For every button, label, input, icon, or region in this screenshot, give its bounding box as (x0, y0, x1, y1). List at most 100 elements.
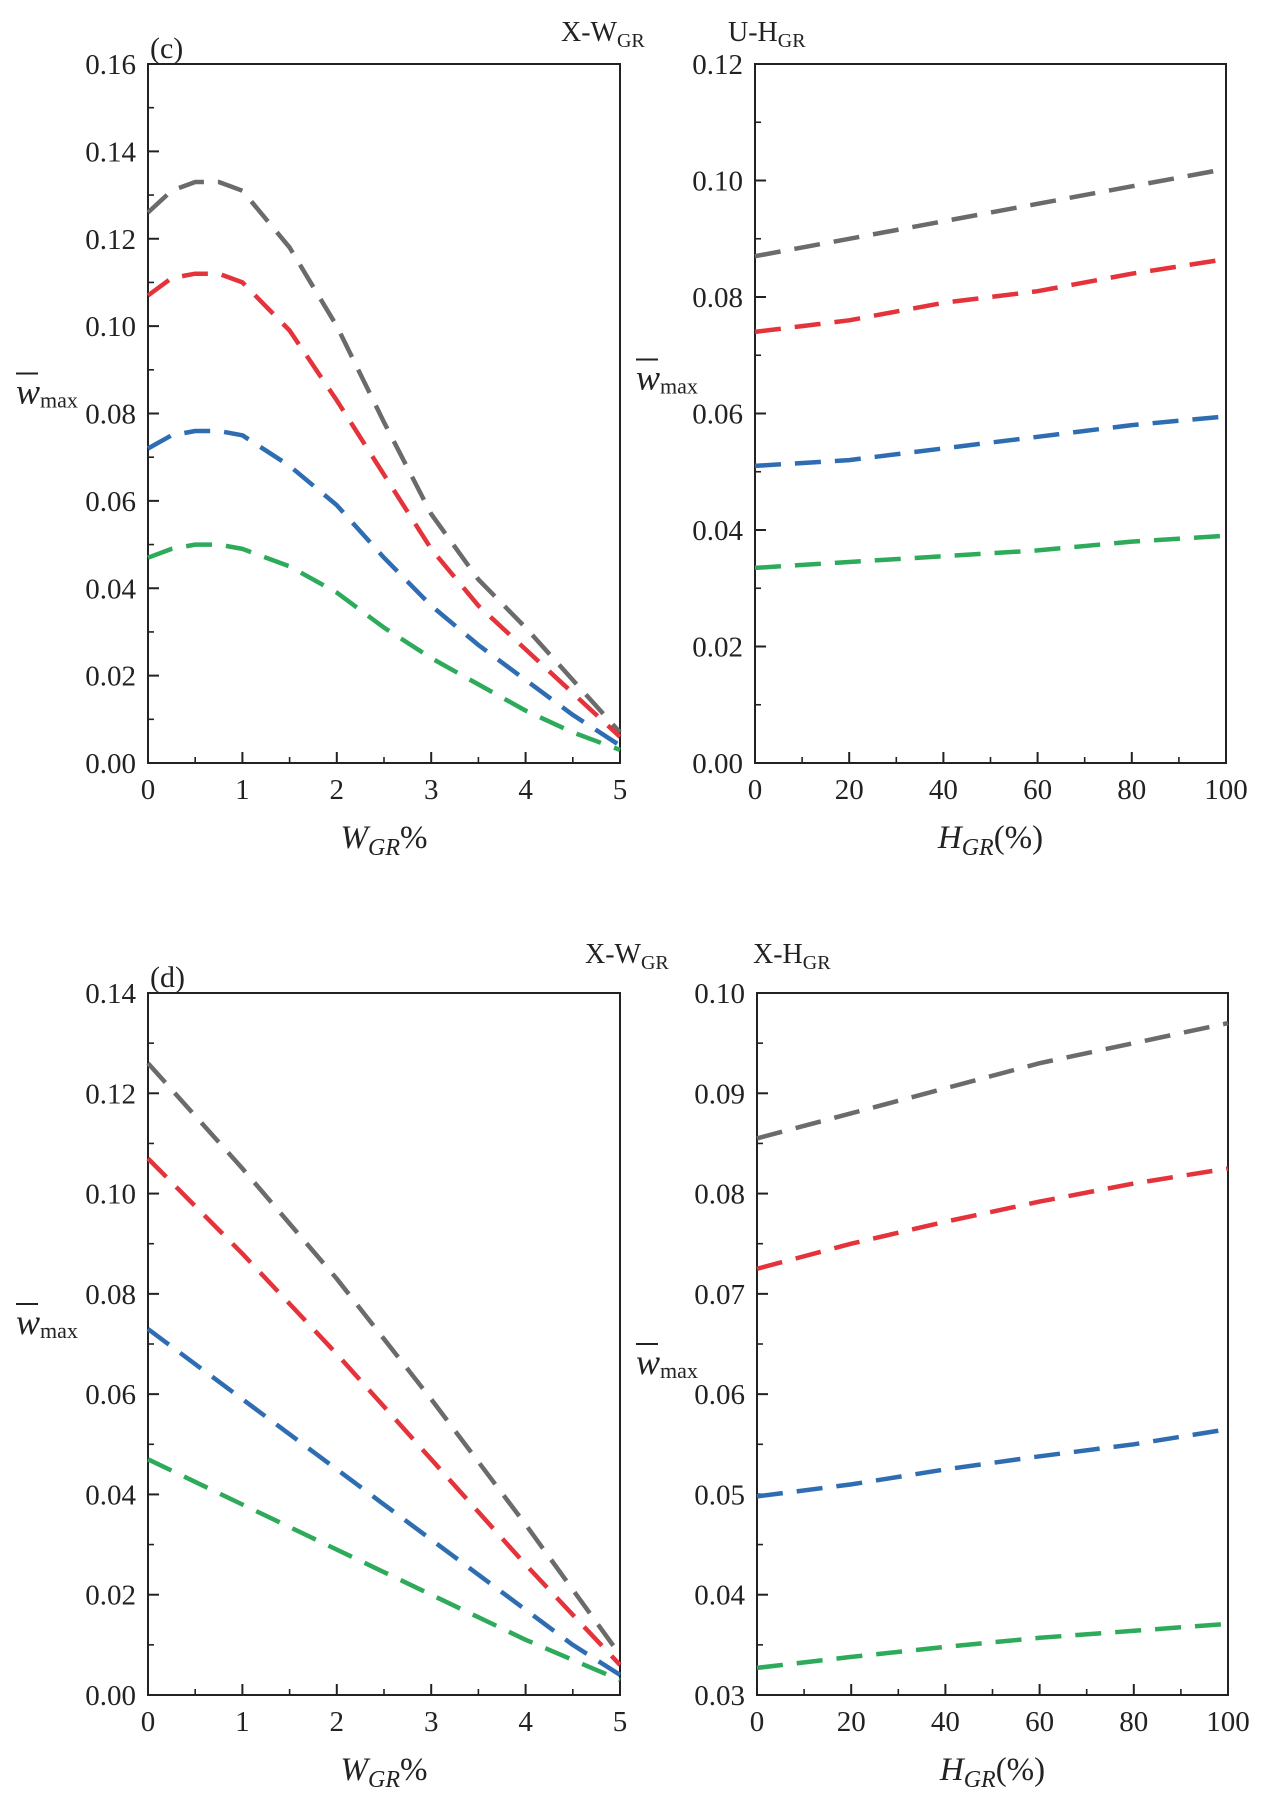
x-tick-label: 80 (1117, 774, 1146, 806)
series-line-red (756, 1166, 1229, 1271)
y-axis-label: wmax (16, 372, 78, 413)
y-axis-label: wmax (636, 1342, 698, 1383)
x-tick-label: 2 (330, 1706, 345, 1738)
y-axis-label-sub: max (660, 1358, 698, 1383)
y-tick-label: 0.08 (85, 399, 136, 431)
y-tick-label: 0.05 (694, 1479, 745, 1511)
y-axis-label: wmax (16, 1302, 78, 1343)
x-tick-label: 0 (141, 1706, 156, 1738)
chart-title: X-HGR (753, 939, 831, 974)
x-axis-label-suffix: % (400, 1752, 428, 1788)
y-axis-label-sub: max (40, 388, 78, 413)
x-tick-label: 4 (518, 1706, 533, 1738)
chart-title-main: U-H (728, 17, 778, 48)
x-tick-label: 3 (424, 774, 439, 806)
y-tick-label: 0.04 (85, 573, 136, 605)
y-tick-label: 0.12 (85, 224, 136, 256)
x-tick-label: 4 (518, 774, 533, 806)
series-line-red (146, 271, 622, 739)
x-axis-label-suffix: (%) (996, 1752, 1045, 1788)
x-tick-label: 40 (929, 774, 958, 806)
x-axis-label-suffix: (%) (994, 820, 1043, 856)
x-axis-label-sub: GR (368, 835, 400, 861)
x-tick-label: 0 (750, 1706, 765, 1738)
x-tick-label: 5 (613, 1706, 628, 1738)
x-tick-label: 0 (748, 774, 763, 806)
x-tick-label: 60 (1025, 1706, 1054, 1738)
x-axis-label: WGR% (341, 1752, 428, 1793)
y-tick-label: 0.08 (692, 282, 743, 314)
y-tick-label: 0.06 (694, 1379, 745, 1411)
y-tick-label: 0.07 (694, 1279, 745, 1311)
y-tick-label: 0.06 (85, 486, 136, 518)
y-tick-label: 0.04 (85, 1479, 136, 1511)
x-axis-label-sub: GR (964, 1767, 996, 1793)
x-tick-label: 100 (1204, 774, 1248, 806)
x-axis-label: HGR(%) (939, 1752, 1045, 1793)
y-tick-label: 0.00 (85, 1680, 136, 1712)
y-tick-label: 0.00 (85, 748, 136, 780)
y-axis-label-main: w (636, 1342, 660, 1382)
y-tick-label: 0.14 (85, 978, 136, 1010)
chart-title-main: X-W (561, 17, 618, 48)
x-tick-label: 1 (235, 774, 250, 806)
x-axis-label-sub: GR (962, 835, 994, 861)
chart-d-right: 0.03 0.04 0.05 0.06 0.07 0.08 0.09 0.10 0 20 40 60 8… (636, 939, 1250, 1793)
y-tick-label: 0.02 (85, 661, 136, 693)
y-tick-label: 0.06 (85, 1379, 136, 1411)
series-line-green (147, 542, 621, 753)
chart-c-right: 0.00 0.02 0.04 0.06 0.08 0.10 0.12 0 20 40 60 80 100… (636, 17, 1248, 861)
y-tick-label: 0.10 (694, 978, 745, 1010)
x-axis-label-main: W (341, 1752, 371, 1788)
chart-title-main: X-H (753, 939, 803, 970)
y-tick-label: 0.06 (692, 399, 743, 431)
x-axis-label-main: H (939, 1752, 966, 1788)
series-line-red (146, 1156, 622, 1667)
series-line-blue (146, 1327, 622, 1677)
y-tick-label: 0.09 (694, 1078, 745, 1110)
y-axis-label-main: w (636, 358, 660, 398)
chart-title: X-WGR (561, 17, 645, 52)
y-tick-label: 0.04 (694, 1580, 745, 1612)
series-line-gray (756, 1020, 1229, 1141)
x-axis-label-suffix: % (400, 820, 428, 856)
y-tick-label: 0.10 (85, 1179, 136, 1211)
x-tick-label: 100 (1206, 1706, 1250, 1738)
chart-title: U-HGR (728, 17, 806, 52)
x-tick-label: 60 (1023, 774, 1052, 806)
y-tick-label: 0.04 (692, 515, 743, 547)
y-tick-label: 0.10 (85, 311, 136, 343)
series-line-green (147, 1457, 621, 1683)
y-tick-label: 0.14 (85, 136, 136, 168)
series-line-gray (146, 1061, 622, 1657)
x-tick-label: 80 (1119, 1706, 1148, 1738)
chart-d-left: 0.00 0.02 0.04 0.06 0.08 0.10 0.12 0.14 0 1 2 3 4 5 (d… (16, 939, 669, 1793)
series-line-gray (146, 179, 622, 734)
y-tick-label: 0.03 (694, 1680, 745, 1712)
y-axis-label-main: w (16, 372, 40, 412)
y-tick-label: 0.02 (85, 1580, 136, 1612)
x-tick-label: 1 (235, 1706, 250, 1738)
y-tick-label: 0.00 (692, 748, 743, 780)
x-tick-label: 3 (424, 1706, 439, 1738)
series-line-blue (146, 428, 622, 748)
x-tick-label: 2 (330, 774, 345, 806)
y-tick-label: 0.12 (692, 49, 743, 81)
x-axis-label-main: W (341, 820, 371, 856)
y-tick-label: 0.12 (85, 1078, 136, 1110)
chart-title-sub: GR (641, 952, 669, 974)
chart-title-sub: GR (803, 952, 831, 974)
y-tick-label: 0.10 (692, 166, 743, 198)
y-axis-label: wmax (636, 358, 698, 399)
y-axis-label-sub: max (660, 374, 698, 399)
panel-label: (d) (150, 961, 185, 994)
x-tick-label: 20 (837, 1706, 866, 1738)
chart-title-sub: GR (617, 30, 645, 52)
chart-title-sub: GR (778, 30, 806, 52)
x-tick-label: 0 (141, 774, 156, 806)
chart-title-main: X-W (585, 939, 642, 970)
y-tick-label: 0.08 (694, 1179, 745, 1211)
x-tick-label: 20 (835, 774, 864, 806)
x-tick-label: 5 (613, 774, 628, 806)
chart-title: X-WGR (585, 939, 669, 974)
